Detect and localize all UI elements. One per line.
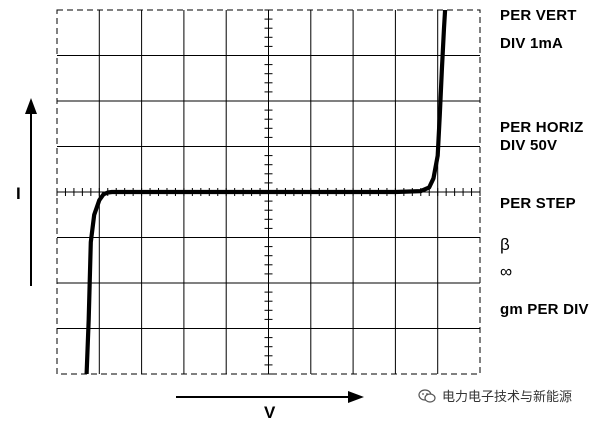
current-arrow-head (25, 98, 37, 114)
gm-per-div-label: gm PER DIV (500, 301, 589, 318)
watermark: 电力电子技术与新能源 (418, 386, 572, 405)
iv-trace (84, 10, 448, 374)
wechat-icon (418, 388, 436, 403)
per-horiz-label: PER HORIZ (500, 119, 584, 136)
div-vert-label: DIV 1mA (500, 35, 564, 52)
div-horiz-label: DIV 50V (500, 137, 558, 154)
y-axis-label: I (16, 184, 21, 203)
voltage-arrow-head (348, 391, 364, 403)
per-step-label: PER STEP (500, 195, 576, 212)
per-vert-label: PER VERT (500, 7, 577, 24)
beta-label: β (500, 235, 510, 254)
watermark-text: 电力电子技术与新能源 (442, 390, 573, 405)
infinity-label: ∞ (500, 262, 513, 281)
x-axis-label: V (264, 403, 276, 422)
